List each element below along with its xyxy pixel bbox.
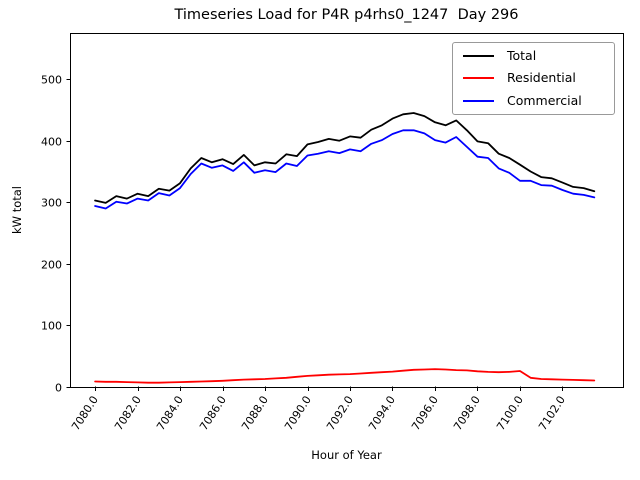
x-tick-label: 7092.0 xyxy=(324,394,356,433)
y-tick-label: 300 xyxy=(41,197,62,210)
legend-line-sample-total xyxy=(463,55,494,58)
x-axis-label: Hour of Year xyxy=(311,448,382,462)
y-tick-label: 400 xyxy=(41,136,62,149)
legend-label-residential: Residential xyxy=(507,70,576,86)
x-tick-label: 7102.0 xyxy=(536,394,568,433)
series-line-residential xyxy=(94,368,596,384)
series-line-total xyxy=(94,112,596,204)
chart-title: Timeseries Load for P4R p4rhs0_1247 Day … xyxy=(174,7,519,23)
x-tick-label: 7090.0 xyxy=(282,394,314,433)
legend-label-total: Total xyxy=(507,47,537,63)
x-tick-label: 7080.0 xyxy=(69,394,101,433)
x-tick-label: 7096.0 xyxy=(409,394,441,433)
x-tick-label: 7094.0 xyxy=(366,394,398,433)
x-tick-label: 7100.0 xyxy=(494,394,526,433)
y-tick-label: 500 xyxy=(41,74,62,87)
y-tick-label: 0 xyxy=(55,382,62,395)
series-line-commercial xyxy=(94,129,596,210)
x-tick-label: 7098.0 xyxy=(451,394,483,433)
legend-entry-residential: Residential xyxy=(453,72,614,85)
x-tick-label: 7082.0 xyxy=(112,394,144,433)
axes-frame xyxy=(70,33,624,388)
legend-line-sample-commercial xyxy=(463,99,494,102)
x-tick-label: 7084.0 xyxy=(154,394,186,433)
legend-entry-commercial: Commercial xyxy=(453,92,614,108)
y-tick-label: 200 xyxy=(41,259,62,272)
y-tick-label: 100 xyxy=(41,320,62,333)
legend-line-sample-residential xyxy=(463,77,494,80)
legend: Total Residential Commercial xyxy=(452,42,615,115)
legend-entry-total: Total xyxy=(453,47,614,63)
x-tick-label: 7086.0 xyxy=(197,394,229,433)
legend-label-commercial: Commercial xyxy=(507,92,582,108)
x-tick-label: 7088.0 xyxy=(239,394,271,433)
